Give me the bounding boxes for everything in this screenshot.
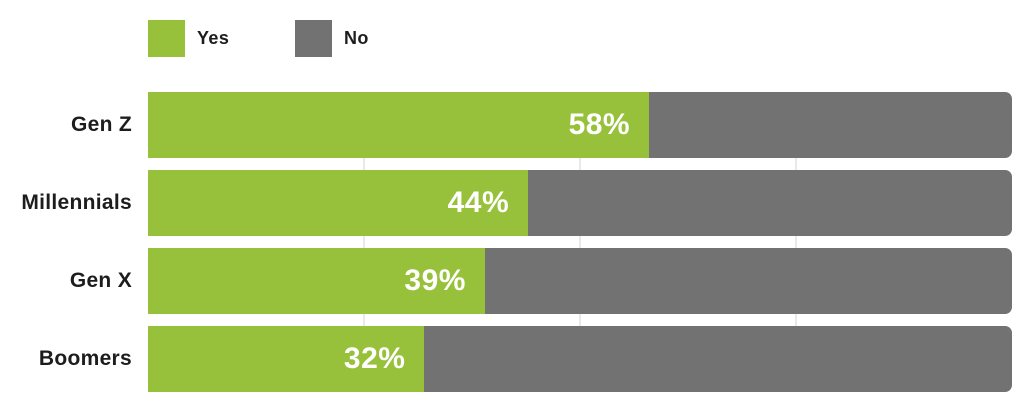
bar-value-label: 39% xyxy=(404,264,466,297)
bar-segment-yes: 44% xyxy=(148,170,529,236)
gridlines xyxy=(148,92,1012,392)
gridline-75 xyxy=(795,92,797,392)
bar-track: 44% xyxy=(148,170,1012,236)
bar-segment-no xyxy=(528,170,1012,236)
legend-label-yes: Yes xyxy=(197,28,230,48)
legend-swatch-no-icon xyxy=(295,20,332,57)
bar-rows: Gen Z 58% Millennials 44% Ge xyxy=(0,92,1024,392)
legend-label-no: No xyxy=(344,28,369,48)
bar-value-label: 32% xyxy=(343,342,406,375)
bar-row-millennials: Millennials 44% xyxy=(0,170,1024,236)
bar-value-label: 44% xyxy=(447,186,510,219)
plot-area: Gen Z 58% Millennials 44% Ge xyxy=(0,92,1024,392)
bar-track: 32% xyxy=(148,326,1012,392)
bar-track: 39% xyxy=(148,248,1012,314)
bar-segment-yes: 58% xyxy=(148,92,650,158)
category-label: Gen Z xyxy=(70,113,132,136)
bar-segment-no xyxy=(424,326,1012,392)
gridline-25 xyxy=(363,92,365,392)
bar-segment-yes: 32% xyxy=(148,326,425,392)
legend-item-no: No xyxy=(295,20,369,57)
category-label: Boomers xyxy=(38,347,132,370)
category-label: Gen X xyxy=(69,269,132,292)
legend-swatch-yes-icon xyxy=(148,20,185,57)
bar-row-gen-x: Gen X 39% xyxy=(0,248,1024,314)
bar-track: 58% xyxy=(148,92,1012,158)
bar-row-gen-z: Gen Z 58% xyxy=(0,92,1024,158)
bar-segment-no xyxy=(484,248,1012,314)
gridline-50 xyxy=(579,92,581,392)
category-label: Millennials xyxy=(21,191,132,214)
bar-value-label: 58% xyxy=(568,108,631,141)
bar-row-boomers: Boomers 32% xyxy=(0,326,1024,392)
legend-item-yes: Yes xyxy=(148,20,229,57)
bar-segment-no xyxy=(649,92,1012,158)
bar-segment-yes: 39% xyxy=(148,248,485,314)
